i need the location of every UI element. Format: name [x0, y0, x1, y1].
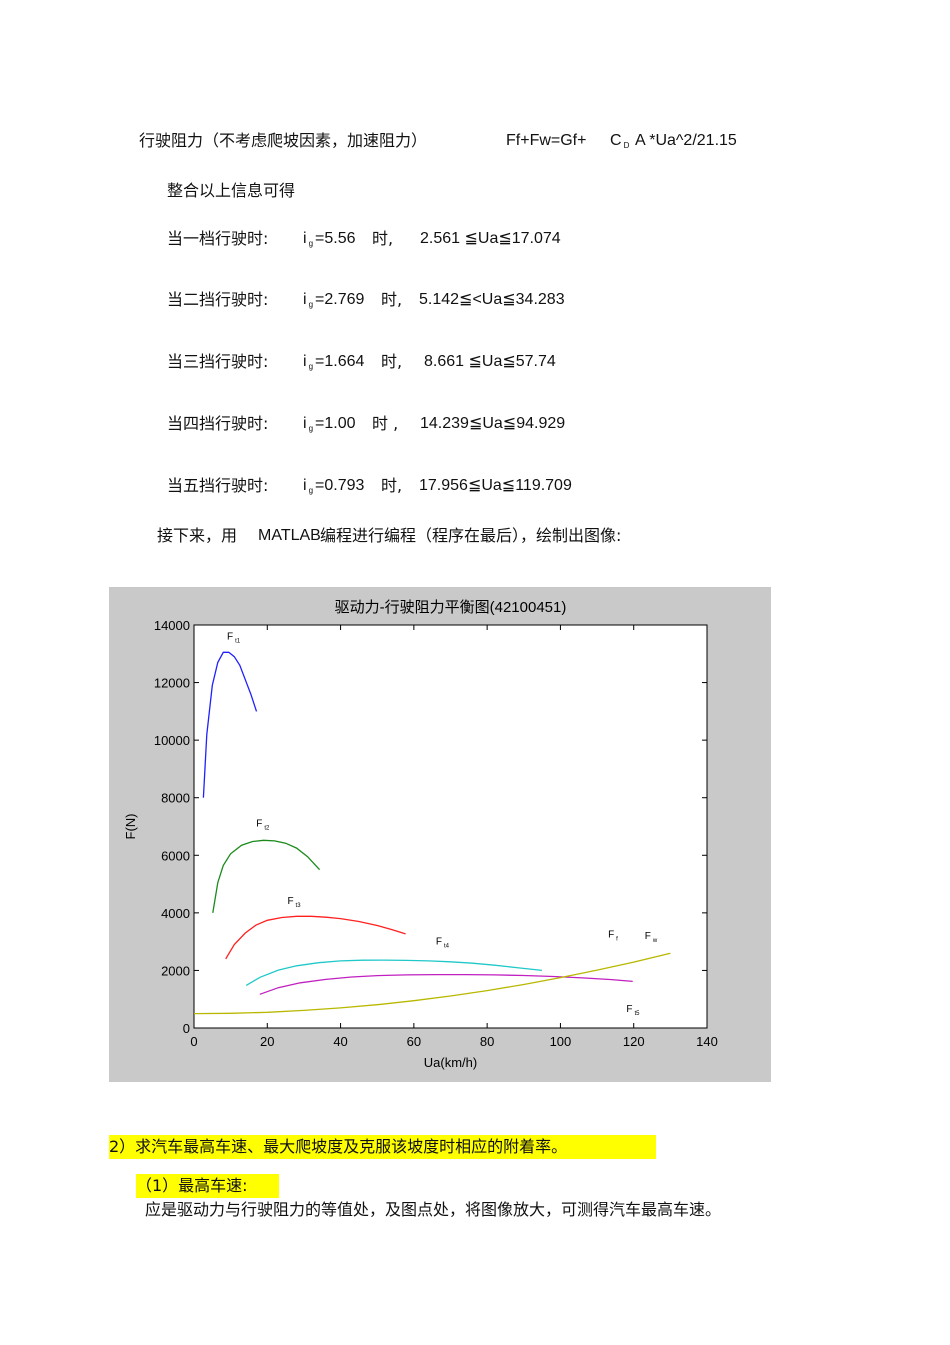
section-2-heading: 2）求汽车最高车速、最大爬坡度及克服该坡度时相应的附着率。 [109, 1135, 656, 1159]
y-tick-label: 10000 [154, 733, 190, 748]
y-tick-label: 12000 [154, 676, 190, 691]
next-post: 编程进行编程（程序在最后），绘制出图像: [320, 526, 622, 545]
gear-label: 当五挡行驶时: [167, 476, 269, 495]
x-tick-label: 100 [550, 1034, 572, 1049]
gear-range: 2.561 ≦Ua≦17.074 [420, 230, 561, 247]
series-line-2 [212, 839, 321, 914]
gear-when: 时, [372, 229, 394, 248]
gear-label: 当二挡行驶时: [167, 290, 269, 309]
gear-i: i g =2.769 [303, 291, 365, 309]
gear-i: i g =1.00 [303, 415, 356, 433]
gear-when: 时, [381, 476, 403, 495]
gear-label: 当三挡行驶时: [167, 352, 269, 371]
x-tick-label: 60 [407, 1034, 421, 1049]
next-pre: 接下来，用 [157, 526, 238, 545]
y-tick-label: 4000 [161, 906, 190, 921]
x-tick-label: 40 [333, 1034, 347, 1049]
y-tick-label: 6000 [161, 848, 190, 863]
x-tick-label: 140 [696, 1034, 718, 1049]
next-tool: MATLAB [258, 527, 321, 544]
chart-figure: 驱动力-行驶阻力平衡图(42100451) 0 20 40 60 80 100 120 140 0… [109, 587, 771, 1082]
gear-i: i g =5.56 [303, 230, 356, 248]
resistance-label: 行驶阻力（不考虑爬坡因素，加速阻力） [139, 131, 428, 150]
series-line-5 [259, 973, 633, 995]
gear-when: 时, [381, 290, 403, 309]
y-tick-label: 2000 [161, 963, 190, 978]
chart-title: 驱动力-行驶阻力平衡图(42100451) [335, 599, 567, 616]
x-tick-label: 20 [260, 1034, 274, 1049]
chart-svg: 驱动力-行驶阻力平衡图(42100451)0 20 40 60 80 100 120 1400… [123, 599, 718, 1070]
resistance-formula-sub: D [623, 141, 630, 150]
y-tick-label: 8000 [161, 791, 190, 806]
series-line-1 [202, 651, 258, 798]
y-tick-label: 0 [183, 1021, 190, 1036]
series-line-3 [225, 915, 406, 960]
summary-line: 整合以上信息可得 [167, 181, 296, 200]
gear-i: i g =0.793 [303, 477, 365, 495]
plot-area [193, 624, 708, 1029]
gear-when: 时, [381, 352, 403, 371]
series-line-4 [245, 959, 542, 986]
gear-range: 17.956≦Ua≦119.709 [419, 477, 572, 494]
gear-range: 8.661 ≦Ua≦57.74 [424, 353, 556, 370]
gear-range: 5.142≦<Ua≦34.283 [419, 291, 565, 308]
x-tick-label: 80 [480, 1034, 494, 1049]
subsection-1-text: 应是驱动力与行驶阻力的等值处，及图点处，将图像放大，可测得汽车最高车速。 [145, 1200, 722, 1219]
gear-when: 时 , [372, 414, 399, 433]
x-tick-label: 0 [190, 1034, 197, 1049]
gear-range: 14.239≦Ua≦94.929 [420, 415, 566, 432]
gear-i: i g =1.664 [303, 353, 365, 371]
gear-label: 当一档行驶时: [167, 229, 269, 248]
resistance-formula-post: A *Ua^2/21.15 [635, 132, 737, 149]
series-line-6 [193, 952, 671, 1015]
y-tick-label: 14000 [154, 618, 190, 633]
x-tick-label: 120 [623, 1034, 645, 1049]
gear-label: 当四挡行驶时: [167, 414, 269, 433]
y-axis-label: F(N) [123, 814, 138, 840]
subsection-1-heading: （1）最高车速: [136, 1174, 279, 1198]
resistance-formula-pre: Ff+Fw=Gf+ [506, 132, 587, 149]
x-axis-label: Ua(km/h) [424, 1055, 477, 1070]
